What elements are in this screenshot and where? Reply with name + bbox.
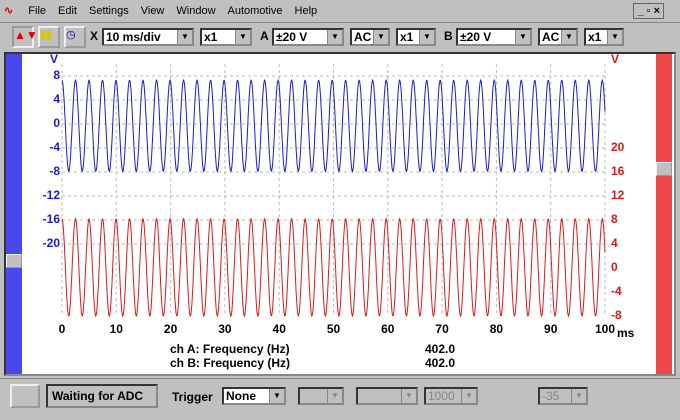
measurement-value: 402.0 xyxy=(425,356,455,370)
b-mult-select[interactable]: x1 xyxy=(584,28,624,46)
y-tick-label: -4 xyxy=(49,140,60,154)
window-controls[interactable]: _ ▫ × xyxy=(633,3,664,19)
y-tick-label: -16 xyxy=(43,212,61,226)
x-tick-label: 30 xyxy=(218,322,232,336)
menu-item[interactable]: Edit xyxy=(58,5,77,17)
tool-button[interactable]: ◷ xyxy=(64,26,86,48)
tool-button[interactable]: ▲▼ xyxy=(12,26,38,48)
menu-item[interactable]: Help xyxy=(294,5,318,17)
menu-item[interactable]: View xyxy=(140,5,165,17)
waveform xyxy=(61,217,606,318)
x-tick-label: 90 xyxy=(544,322,558,336)
toolbar: ▲▼ ▮▮ ◷ X 10 ms/div x1 A ±20 V AC x1 B ±… xyxy=(0,24,680,50)
a-range-select[interactable]: ±20 V xyxy=(272,28,344,46)
x-label: X xyxy=(90,29,99,43)
x-tick-label: 50 xyxy=(327,322,341,336)
status-message: Waiting for ADC xyxy=(46,384,158,408)
y-tick-label: -12 xyxy=(43,188,61,202)
trigger-label: Trigger xyxy=(172,390,213,404)
x-mult-select[interactable]: x1 xyxy=(200,28,252,46)
b-range-select[interactable]: ±20 V xyxy=(456,28,532,46)
x-tick-label: 80 xyxy=(490,322,504,336)
y2-tick-label: 12 xyxy=(611,188,625,202)
y2-tick-label: -4 xyxy=(611,284,622,298)
y2-tick-label: 0 xyxy=(611,260,618,274)
measurement-label: ch A: Frequency (Hz) xyxy=(170,342,290,356)
menu-item[interactable]: Window xyxy=(176,5,216,17)
start-button[interactable] xyxy=(10,384,40,408)
y-tick-label: -20 xyxy=(43,236,61,250)
y-tick-label: 8 xyxy=(53,68,60,82)
timebase-select[interactable]: 10 ms/div xyxy=(102,28,194,46)
menu-item[interactable]: Settings xyxy=(88,5,129,17)
menu-bar: ∿ File Edit Settings View Window Automotive He… xyxy=(0,0,680,23)
y2-axis-label: V xyxy=(611,52,619,66)
menu-item[interactable]: File xyxy=(28,5,47,17)
y-tick-label: 0 xyxy=(53,116,60,130)
app-icon: ∿ xyxy=(4,5,14,17)
scroll-thumb[interactable] xyxy=(656,162,672,176)
y-tick-label: 4 xyxy=(53,92,60,106)
a-label: A xyxy=(260,29,269,43)
x-tick-label: 60 xyxy=(381,322,395,336)
x-tick-label: 100 xyxy=(595,322,615,336)
scroll-thumb[interactable] xyxy=(6,254,22,268)
y2-tick-label: -8 xyxy=(611,308,622,322)
y2-tick-label: 20 xyxy=(611,140,625,154)
chart: 0 10 20 30 40 50 60 70 80 90 100840-4-8-12-16-2020… xyxy=(43,52,635,370)
threshold-input[interactable]: -35 xyxy=(538,387,588,405)
b-label: B xyxy=(444,29,453,43)
x-axis-label: ms xyxy=(617,326,635,340)
delay-input[interactable]: 1000 xyxy=(424,387,478,405)
y-axis-label: V xyxy=(50,52,58,66)
trigger-channel-select[interactable] xyxy=(298,387,344,405)
b-coupling-select[interactable]: AC xyxy=(538,28,578,46)
tool-button[interactable]: ▮▮ xyxy=(38,26,60,48)
waveform xyxy=(61,78,606,173)
trigger-select[interactable]: None xyxy=(222,387,286,405)
y2-tick-label: 4 xyxy=(611,236,618,250)
status-bar: Waiting for ADC Trigger None 1000 -35 xyxy=(0,378,680,415)
measurement-label: ch B: Frequency (Hz) xyxy=(170,356,290,370)
y2-tick-label: 8 xyxy=(611,212,618,226)
x-tick-label: 0 xyxy=(59,322,66,336)
trigger-edge-select[interactable] xyxy=(356,387,418,405)
a-mult-select[interactable]: x1 xyxy=(396,28,436,46)
y2-tick-label: 16 xyxy=(611,164,625,178)
menu-item[interactable]: Automotive xyxy=(227,5,283,17)
channel-b-scrollbar[interactable] xyxy=(656,54,672,374)
x-tick-label: 40 xyxy=(273,322,287,336)
a-coupling-select[interactable]: AC xyxy=(350,28,390,46)
x-tick-label: 20 xyxy=(164,322,178,336)
x-tick-label: 10 xyxy=(110,322,124,336)
x-tick-label: 70 xyxy=(435,322,449,336)
y-tick-label: -8 xyxy=(49,164,60,178)
measurement-value: 402.0 xyxy=(425,342,455,356)
channel-a-scrollbar[interactable] xyxy=(6,54,22,374)
